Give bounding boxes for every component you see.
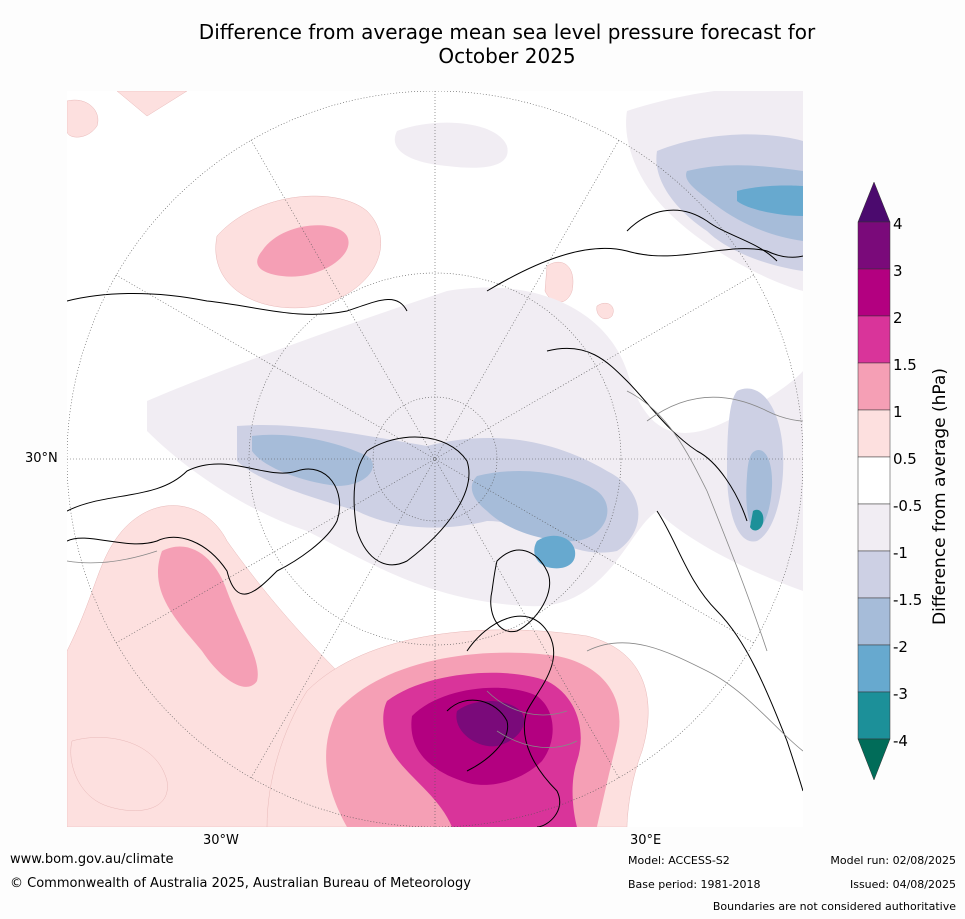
colorbar-tick-m3: -3	[893, 685, 908, 703]
colorbar: 4 3 2 1.5 1 0.5 -0.5 -1 -1.5 -2 -3 -4	[855, 182, 965, 782]
colorbar-tick-m1.5: -1.5	[893, 591, 923, 609]
anomaly-scandinavia-blue	[471, 471, 608, 542]
colorbar-band-neutral	[857, 456, 891, 505]
colorbar-tick-1: 1	[893, 403, 903, 421]
colorbar-tick-m1: -1	[893, 544, 908, 562]
border-eurasia-1	[626, 390, 768, 652]
border-europe-1	[486, 690, 578, 748]
graticule	[67, 91, 803, 827]
lon-label-30e: 30°E	[630, 833, 662, 848]
footer-copyright: © Commonwealth of Australia 2025, Austra…	[10, 876, 471, 891]
pressure-anomaly-map	[67, 91, 803, 827]
positive-anomaly-regions	[67, 91, 649, 827]
anomaly-siberia-blue	[746, 450, 773, 530]
country-borders	[67, 390, 803, 752]
anomaly-scandinavia-core	[534, 535, 576, 569]
map-title: Difference from average mean sea level p…	[0, 20, 965, 68]
colorbar-band-2-3	[857, 268, 891, 317]
lat-label-30n: 30°N	[25, 451, 58, 466]
coastline-north-america	[67, 463, 341, 595]
footer-base-period: Base period: 1981-2018	[628, 878, 761, 891]
colorbar-band-1.5-2	[857, 315, 891, 364]
colorbar-tick-3: 3	[893, 262, 903, 280]
anomaly-europe-core	[456, 701, 525, 747]
colorbar-tick-m4: -4	[893, 732, 908, 750]
coastline-scandinavia	[490, 549, 551, 633]
colorbar-band-m1-m1.5	[857, 550, 891, 599]
colorbar-tick-m2: -2	[893, 638, 908, 656]
map-title-line2: October 2025	[438, 44, 576, 68]
colorbar-band-m2-m3	[857, 644, 891, 693]
footer-issued: Issued: 04/08/2025	[849, 878, 956, 891]
footer-model-run: Model run: 02/08/2025	[830, 854, 956, 867]
colorbar-band-0.5-1	[857, 409, 891, 458]
anomaly-siberia-core	[750, 509, 764, 531]
anomaly-atlantic-light	[70, 737, 168, 811]
footer-model: Model: ACCESS-S2	[628, 854, 730, 867]
lat-circle-60	[248, 272, 622, 646]
coastlines	[67, 209, 803, 827]
colorbar-min-arrow	[857, 738, 891, 781]
colorbar-band-3-4	[857, 221, 891, 270]
anomaly-pacific-pink	[257, 225, 349, 277]
coastline-greenland	[353, 436, 470, 566]
colorbar-band-m1.5-m2	[857, 597, 891, 646]
map-title-line1: Difference from average mean sea level p…	[198, 20, 816, 44]
border-eurasia-2	[586, 642, 803, 752]
negative-anomaly-regions	[147, 91, 803, 607]
anomaly-canada-blue	[252, 434, 373, 486]
border-north-america-1	[67, 550, 158, 564]
footer-boundaries-note: Boundaries are not considered authoritat…	[712, 900, 956, 913]
colorbar-scale	[857, 182, 891, 781]
colorbar-band-m3-m4	[857, 691, 891, 740]
colorbar-label: Difference from average (hPa)	[930, 368, 950, 625]
colorbar-band-m0.5-m1	[857, 503, 891, 552]
colorbar-tick-m0.5: -0.5	[893, 497, 923, 515]
coastline-russia	[486, 247, 803, 522]
coastline-kamchatka	[626, 209, 778, 262]
anomaly-asia-blue	[737, 185, 803, 216]
colorbar-tick-2: 2	[893, 309, 903, 327]
colorbar-tick-1.5: 1.5	[893, 356, 917, 374]
lon-label-30w: 30°W	[203, 833, 239, 848]
colorbar-band-1-1.5	[857, 362, 891, 411]
polar-map	[67, 91, 803, 827]
colorbar-tick-4: 4	[893, 215, 903, 233]
border-asia-1	[646, 396, 803, 422]
coastline-alaska	[67, 293, 408, 315]
footer-website: www.bom.gov.au/climate	[10, 852, 174, 867]
anomaly-north-america-pink	[157, 546, 258, 687]
anomaly-nw-corner-light	[67, 91, 188, 138]
colorbar-max-arrow	[857, 182, 891, 223]
coastline-europe	[446, 615, 560, 827]
colorbar-tick-0.5: 0.5	[893, 450, 917, 468]
